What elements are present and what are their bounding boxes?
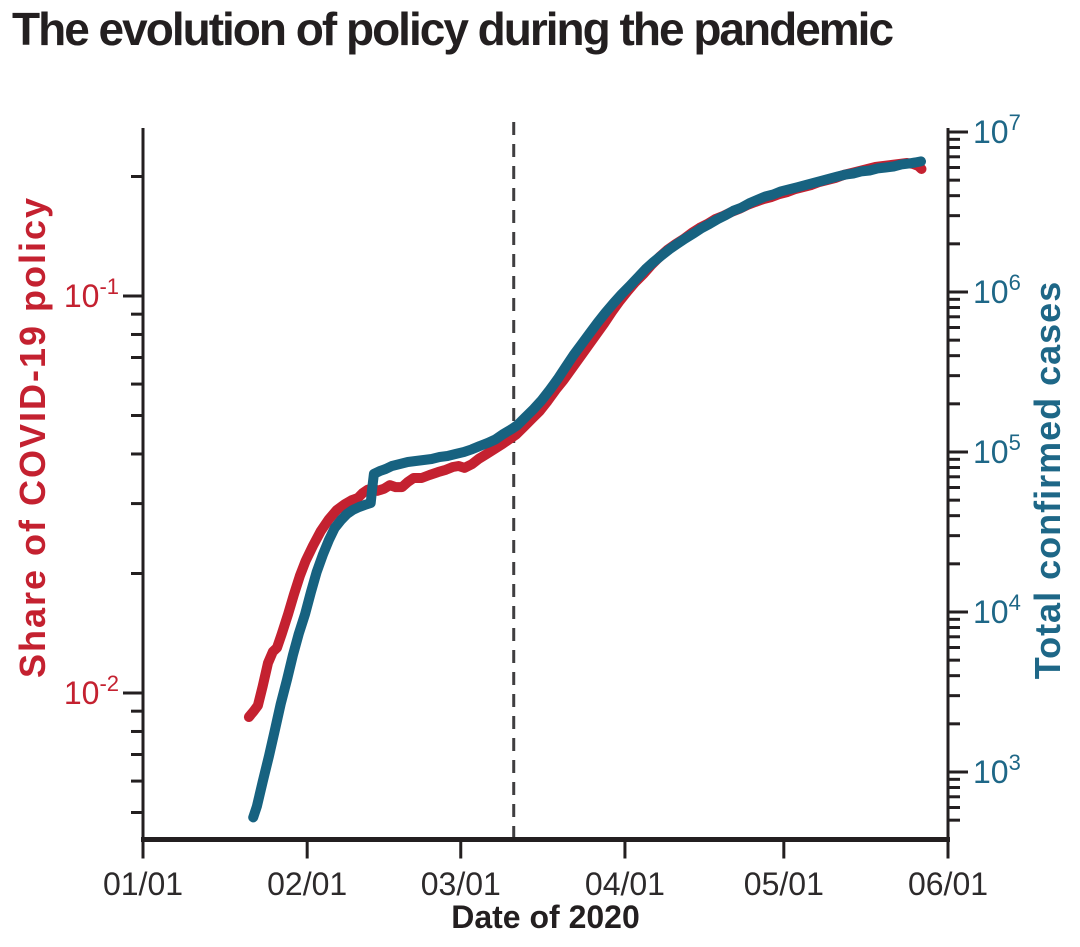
x-tick-label: 01/01: [103, 866, 183, 902]
x-tick-label: 04/01: [585, 866, 665, 902]
chart-title: The evolution of policy during the pande…: [12, 3, 894, 55]
log-tick-label: 103: [973, 750, 1021, 790]
x-axis-title: Date of 2020: [451, 899, 640, 935]
confirmed-cases-line: [248, 156, 926, 823]
x-tick-label: 06/01: [908, 866, 988, 902]
log-tick-label: 104: [973, 590, 1021, 630]
log-tick-label: 10-1: [64, 274, 119, 314]
log-tick-label: 10-2: [64, 671, 119, 711]
right-axis-tick-labels: 107 106 105 104 103: [973, 110, 1021, 790]
policy-share-line: [243, 158, 927, 722]
right-axis-title: Total confirmed cases: [1027, 280, 1068, 680]
left-axis-title: Share of COVID-19 policy: [12, 195, 53, 679]
x-tick-label: 05/01: [744, 866, 824, 902]
log-tick-label: 105: [973, 430, 1021, 470]
x-tick-label: 02/01: [267, 866, 347, 902]
log-tick-label: 106: [973, 270, 1021, 310]
x-axis-tick-labels: 01/01 02/01 03/01 04/01 05/01 06/01: [103, 866, 988, 902]
x-tick-label: 03/01: [421, 866, 501, 902]
log-tick-label: 107: [973, 110, 1021, 150]
axes: [123, 128, 968, 859]
left-axis-tick-labels: 10-1 10-2: [64, 274, 119, 711]
